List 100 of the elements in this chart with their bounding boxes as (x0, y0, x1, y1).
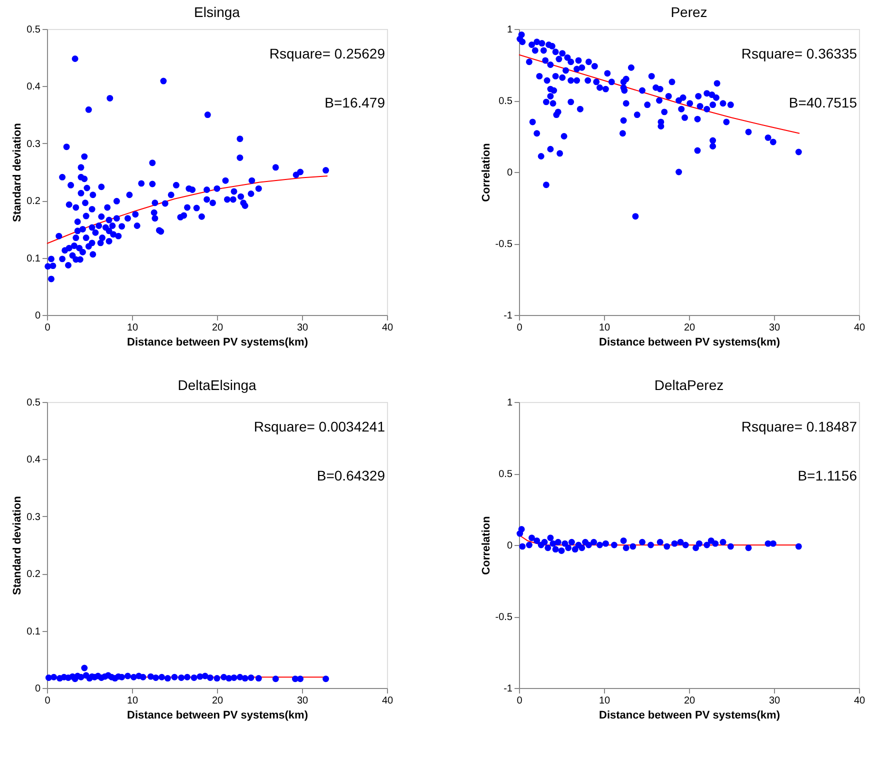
y-tick-label: 0.5 (498, 469, 513, 480)
y-tick-label: 0 (506, 168, 513, 178)
point (541, 538, 548, 546)
point (639, 538, 646, 546)
point (544, 544, 552, 552)
point (656, 538, 664, 546)
annotation: B=40.7515 (788, 94, 858, 110)
x-tick-label: 0 (44, 696, 51, 706)
y-tick-label: 0.4 (26, 82, 41, 93)
y-tick-label: 0.3 (26, 512, 41, 523)
y-tick-label: 1 (506, 24, 513, 36)
y-tick-label: 0.5 (26, 24, 41, 36)
y-tick-label: 0 (34, 310, 41, 322)
y-tick-label: 0.1 (26, 626, 41, 638)
point (596, 542, 603, 548)
point (534, 537, 540, 544)
point (696, 540, 702, 547)
annotation: B=1.1156 (798, 467, 858, 484)
y-tick-label: 0.3 (26, 138, 41, 150)
annotation: Rsquare= 0.36335 (741, 46, 858, 62)
y-tick-label: 0.5 (498, 96, 513, 107)
point (558, 547, 565, 554)
y-axis-title: Standard deviation (12, 122, 24, 222)
x-axis-title: Distance between PV systems(km) (599, 710, 780, 722)
point (704, 542, 710, 548)
x-tick-label: 30 (768, 696, 780, 706)
x-tick-label: 40 (382, 696, 394, 706)
point (622, 544, 630, 552)
point (518, 526, 525, 533)
point (682, 542, 689, 548)
y-tick-label: 0 (506, 540, 513, 552)
x-tick-label: 20 (684, 322, 696, 334)
point (552, 546, 559, 553)
y-axis-title: Standard deviation (12, 496, 24, 596)
y-axis-title: Correlation (480, 142, 492, 202)
x-tick-label: 20 (684, 696, 696, 706)
x-tick-label: 10 (598, 696, 610, 706)
point (795, 543, 802, 550)
x-tick-label: 0 (516, 696, 523, 706)
x-tick-label: 40 (854, 696, 866, 706)
point (720, 538, 726, 546)
y-tick-label: 0.1 (26, 253, 41, 264)
x-tick-label: 20 (212, 322, 224, 334)
x-tick-label: 10 (126, 696, 138, 706)
point (671, 540, 678, 547)
point (620, 537, 627, 544)
chart-title: Perez (670, 4, 708, 20)
x-tick-label: 40 (854, 322, 866, 334)
point (727, 543, 734, 550)
x-axis-title: Distance between PV systems(km) (599, 336, 780, 348)
point (554, 538, 562, 546)
point (572, 546, 578, 553)
line-series (46, 176, 328, 244)
y-tick-label: 0.4 (26, 454, 41, 466)
point (578, 544, 586, 552)
point (664, 543, 670, 550)
point (610, 542, 618, 548)
annotation: B=16.479 (324, 94, 386, 110)
annotation: Rsquare= 0.18487 (741, 418, 858, 435)
point (526, 542, 532, 548)
x-tick-label: 0 (516, 322, 523, 334)
y-tick-label: 0.2 (26, 196, 41, 208)
x-tick-label: 40 (382, 322, 394, 334)
y-tick-label: -1 (504, 684, 513, 694)
chart-title: Elsinga (194, 4, 240, 20)
chart-title: DeltaPerez (654, 377, 724, 393)
point (677, 538, 684, 546)
point (590, 538, 598, 546)
annotation: Rsquare= 0.0034241 (254, 418, 386, 435)
point (770, 540, 776, 547)
x-axis-title: Distance between PV systems(km) (127, 710, 308, 722)
point (648, 542, 654, 548)
point (585, 542, 592, 548)
x-tick-label: 30 (296, 696, 308, 706)
y-tick-label: -0.5 (495, 239, 513, 250)
point (565, 544, 572, 552)
x-tick-label: 20 (212, 696, 224, 706)
y-tick-label: 1 (506, 398, 513, 408)
y-axis-title: Correlation (480, 516, 492, 575)
x-tick-label: 10 (598, 322, 610, 334)
point (528, 534, 535, 542)
y-tick-label: 0.2 (26, 569, 41, 580)
y-tick-label: 0 (34, 684, 41, 694)
x-axis-title: Distance between PV systems(km) (127, 336, 308, 348)
point (745, 544, 752, 552)
chart-title: DeltaElsinga (178, 377, 257, 393)
y-tick-label: -0.5 (495, 612, 513, 623)
point (519, 543, 526, 550)
point (562, 540, 568, 547)
y-tick-label: 0.5 (26, 398, 41, 408)
y-tick-label: -1 (504, 310, 513, 322)
x-tick-label: 30 (768, 322, 780, 334)
x-tick-label: 10 (126, 322, 138, 334)
point (630, 543, 636, 550)
point (712, 540, 719, 547)
point (547, 534, 554, 542)
point (692, 544, 700, 552)
annotation: B=0.64329 (316, 467, 386, 484)
x-tick-label: 0 (44, 322, 51, 334)
annotation: Rsquare= 0.25629 (269, 46, 386, 62)
